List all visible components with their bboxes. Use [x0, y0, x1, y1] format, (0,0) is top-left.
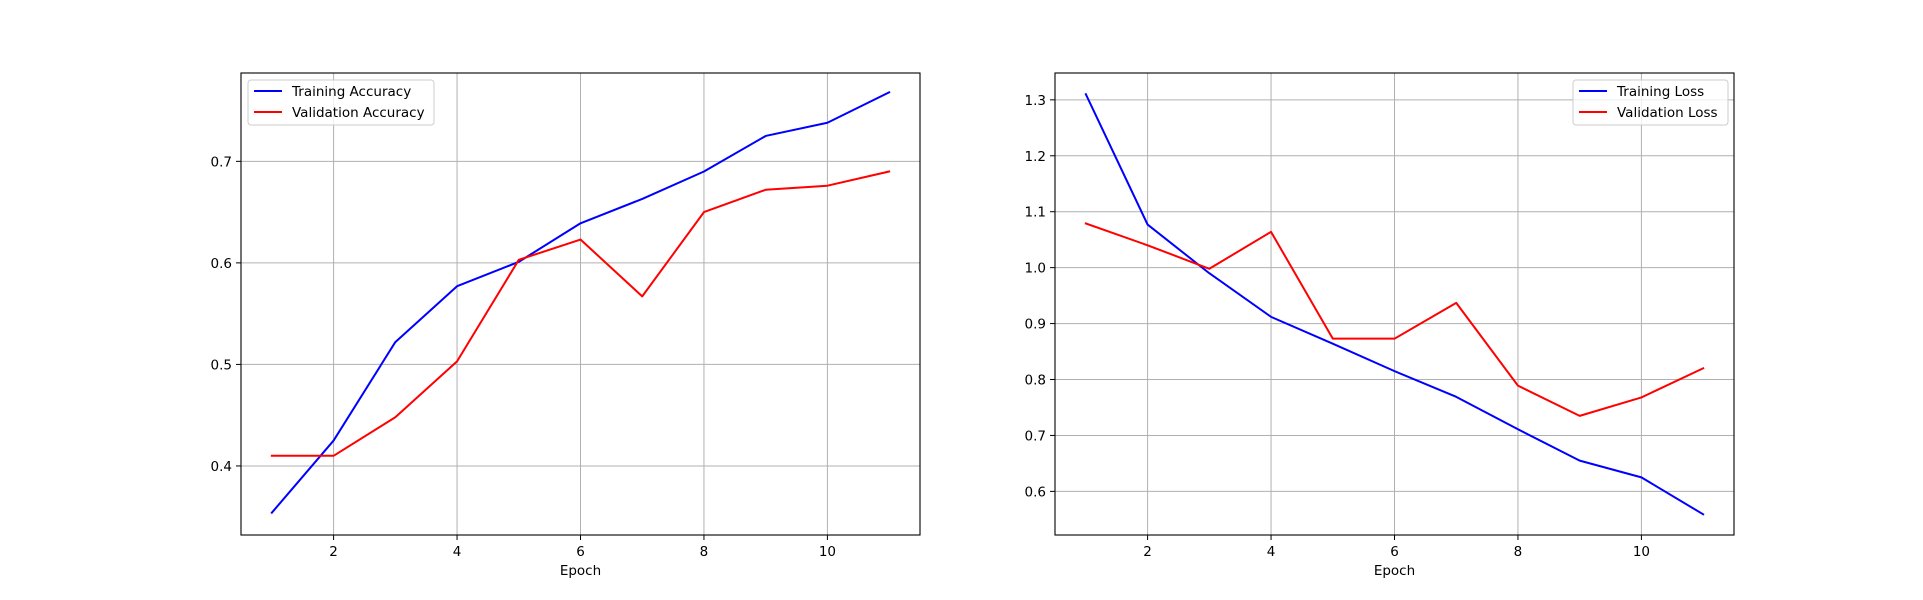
legend-box — [1572, 79, 1729, 126]
x-tick-label: 10 — [819, 544, 836, 560]
legend-label-0: Training Accuracy — [291, 84, 411, 100]
y-tick-label: 0.9 — [1025, 317, 1046, 333]
x-tick-label: 6 — [576, 544, 585, 560]
accuracy-chart: 2 4 6 8 10 0.4 0.5 0.6 0.7 Epoch Training Accuracy… — [211, 72, 921, 579]
y-tick-label: 1.1 — [1025, 205, 1046, 221]
y-tick-label: 0.4 — [211, 459, 232, 475]
y-tick-label: 0.7 — [1025, 428, 1046, 444]
y-tick-label: 1.2 — [1025, 149, 1046, 165]
y-tick-label: 1.0 — [1025, 261, 1046, 277]
x-tick-label: 8 — [1514, 544, 1523, 560]
legend-label-1: Validation Loss — [1617, 105, 1718, 121]
series-line-0 — [1084, 92, 1705, 516]
series-line-1 — [270, 170, 891, 457]
y-tick-label: 0.8 — [1025, 373, 1046, 389]
x-tick-label: 6 — [1390, 544, 1399, 560]
x-tick-label: 2 — [329, 544, 338, 560]
x-tick-label: 10 — [1633, 544, 1650, 560]
legend-label-1: Validation Accuracy — [292, 105, 425, 121]
x-axis-label: Epoch — [560, 563, 601, 579]
series-line-0 — [270, 90, 891, 515]
x-axis-label: Epoch — [1374, 563, 1415, 579]
y-tick-label: 0.6 — [211, 256, 232, 272]
y-tick-label: 0.5 — [211, 357, 232, 373]
x-tick-label: 2 — [1143, 544, 1152, 560]
y-tick-label: 1.3 — [1025, 93, 1046, 109]
x-tick-label: 4 — [1267, 544, 1276, 560]
y-tick-label: 0.6 — [1025, 484, 1046, 500]
x-tick-label: 4 — [453, 544, 462, 560]
legend-box — [247, 79, 435, 126]
y-tick-label: 0.7 — [211, 154, 232, 170]
x-tick-label: 8 — [700, 544, 709, 560]
legend-label-0: Training Loss — [1616, 84, 1704, 100]
loss-chart: 2 4 6 8 10 0.6 0.7 0.8 0.9 1.0 1.1 1.2 1.3 Epoch Train… — [1025, 72, 1735, 579]
series-line-1 — [1084, 222, 1705, 417]
